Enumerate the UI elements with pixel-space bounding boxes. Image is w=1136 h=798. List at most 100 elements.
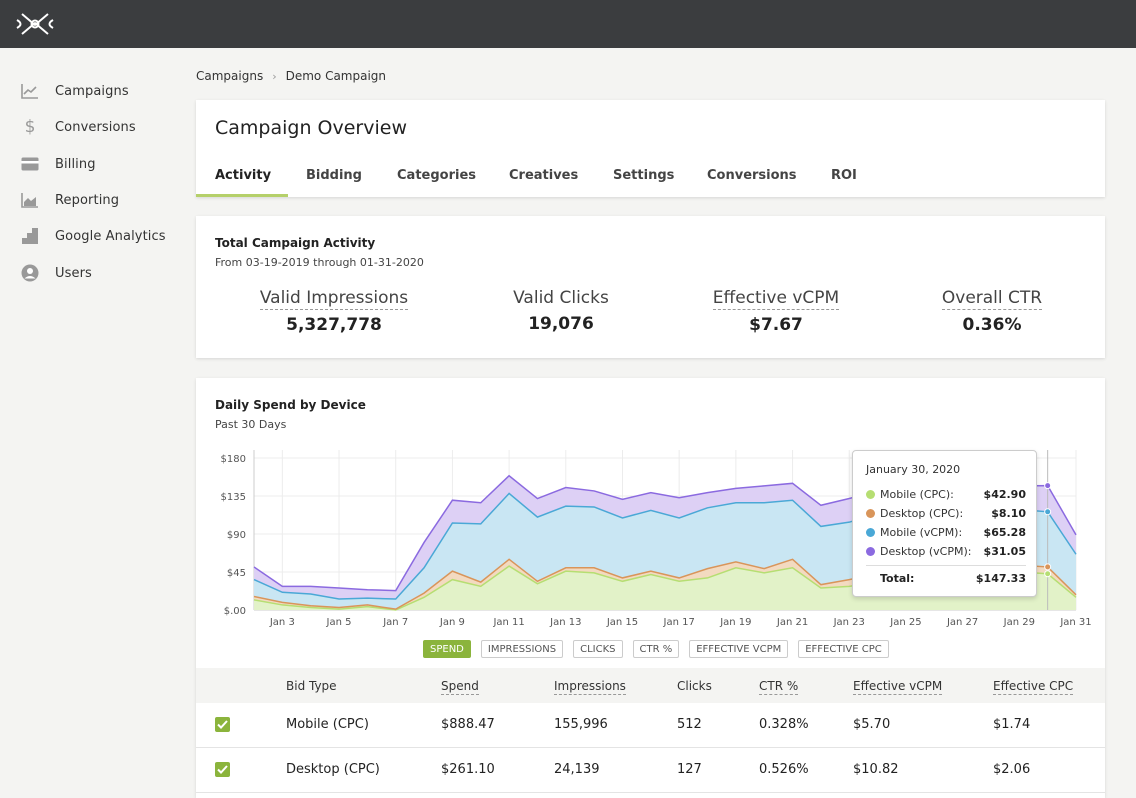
stat-value: 0.36% xyxy=(962,315,1022,335)
tooltip-divider xyxy=(866,565,1026,566)
breadcrumb-current: Demo Campaign xyxy=(285,69,387,83)
toggle-effective-vcpm[interactable]: EFFECTIVE VCPM xyxy=(689,640,789,658)
sidebar-item-label: Google Analytics xyxy=(55,228,166,244)
line-chart-icon xyxy=(20,82,40,100)
check-icon xyxy=(217,720,228,729)
column-header-impressions[interactable]: Impressions xyxy=(554,679,626,695)
tooltip-series-value: $42.90 xyxy=(983,488,1026,501)
cell-clicks: 127 xyxy=(677,762,702,777)
x-tick-label: Jan 31 xyxy=(1059,617,1091,628)
tooltip-date: January 30, 2020 xyxy=(866,463,961,476)
tab-categories[interactable]: Categories xyxy=(397,168,477,183)
spend-subtitle: Past 30 Days xyxy=(215,418,287,431)
cell-ctr: 0.328% xyxy=(759,717,809,732)
tooltip-total-value: $147.33 xyxy=(975,572,1026,585)
x-tick-label: Jan 19 xyxy=(719,617,751,628)
cell-effective-cpc: $1.74 xyxy=(993,717,1031,732)
credit-card-icon xyxy=(20,155,40,173)
breadcrumb: Campaigns › Demo Campaign xyxy=(196,69,386,83)
sidebar-item-label: Conversions xyxy=(55,119,136,135)
sidebar: Campaigns $ Conversions Billing Reportin… xyxy=(0,48,190,798)
tooltip-series-name: Desktop (vCPM): xyxy=(880,545,972,558)
cell-effective-cpc: $2.06 xyxy=(993,762,1031,777)
cell-spend: $261.10 xyxy=(441,762,495,777)
tooltip-row-mobile-vcpm: Mobile (vCPM): $65.28 xyxy=(866,525,1026,540)
x-tick-label: Jan 21 xyxy=(776,617,808,628)
cell-impressions: 155,996 xyxy=(554,717,608,732)
cell-ctr: 0.526% xyxy=(759,762,809,777)
dollar-icon: $ xyxy=(24,117,36,137)
tab-bar: Activity Bidding Categories Creatives Se… xyxy=(196,163,1105,197)
tab-activity[interactable]: Activity xyxy=(215,168,272,183)
toggle-spend[interactable]: SPEND xyxy=(423,640,471,658)
x-tick-label: Jan 7 xyxy=(382,617,408,628)
chart-x-ticks: Jan 3 Jan 5 Jan 7 Jan 9 Jan 11 Jan 13 Jan 15 Ja… xyxy=(269,617,1092,628)
stat-effective-vcpm: Effective vCPM $7.67 xyxy=(676,288,876,335)
stat-value: 19,076 xyxy=(528,314,594,334)
check-icon xyxy=(217,765,228,774)
x-tick-label: Jan 11 xyxy=(492,617,524,628)
toggle-effective-cpc[interactable]: EFFECTIVE CPC xyxy=(798,640,889,658)
sidebar-item-conversions[interactable]: $ Conversions xyxy=(20,116,136,138)
x-tick-label: Jan 13 xyxy=(549,617,581,628)
daily-spend-card: Daily Spend by Device Past 30 Days $.00 $… xyxy=(196,378,1105,798)
top-bar xyxy=(0,0,1136,48)
table-header: Bid Type Spend Impressions Clicks CTR % … xyxy=(196,668,1105,703)
x-tick-label: Jan 23 xyxy=(833,617,865,628)
tab-conversions[interactable]: Conversions xyxy=(707,168,797,183)
cell-clicks: 512 xyxy=(677,717,702,732)
sidebar-item-label: Billing xyxy=(55,156,96,172)
tab-creatives[interactable]: Creatives xyxy=(509,168,579,183)
breadcrumb-separator: › xyxy=(272,69,277,83)
toggle-ctr[interactable]: CTR % xyxy=(632,640,680,658)
area-chart-icon xyxy=(20,191,40,209)
column-header-effective-vcpm[interactable]: Effective vCPM xyxy=(853,679,943,695)
cell-effective-vcpm: $5.70 xyxy=(853,717,891,732)
cell-bid-type: Mobile (CPC) xyxy=(286,717,369,732)
cell-bid-type: Desktop (CPC) xyxy=(286,762,380,777)
tooltip-row-desktop-vcpm: Desktop (vCPM): $31.05 xyxy=(866,544,1026,559)
column-header-effective-cpc[interactable]: Effective CPC xyxy=(993,679,1074,695)
tab-bidding[interactable]: Bidding xyxy=(306,168,362,183)
hover-point xyxy=(1044,508,1052,516)
breadcrumb-campaigns-link[interactable]: Campaigns xyxy=(196,69,264,83)
x-tick-label: Jan 9 xyxy=(439,617,465,628)
tab-roi[interactable]: ROI xyxy=(831,168,857,183)
metric-toggle-group: SPEND IMPRESSIONS CLICKS CTR % EFFECTIVE… xyxy=(423,640,899,658)
tooltip-row-desktop-cpc: Desktop (CPC): $8.10 xyxy=(866,506,1026,521)
column-header-spend[interactable]: Spend xyxy=(441,679,479,695)
sidebar-item-reporting[interactable]: Reporting xyxy=(20,189,119,211)
sidebar-item-label: Campaigns xyxy=(55,83,129,99)
row-checkbox[interactable] xyxy=(215,717,230,732)
toggle-clicks[interactable]: CLICKS xyxy=(573,640,623,658)
tooltip-series-value: $31.05 xyxy=(983,545,1026,558)
stat-label[interactable]: Effective vCPM xyxy=(712,288,840,310)
sidebar-item-google-analytics[interactable]: Google Analytics xyxy=(20,225,166,247)
campaign-activity-card: Total Campaign Activity From 03-19-2019 … xyxy=(196,216,1105,358)
stat-value: 5,327,778 xyxy=(286,315,382,335)
sidebar-item-users[interactable]: Users xyxy=(20,262,92,284)
x-tick-label: Jan 15 xyxy=(606,617,638,628)
hover-point xyxy=(1044,563,1052,571)
toggle-impressions[interactable]: IMPRESSIONS xyxy=(480,640,564,658)
x-tick-label: Jan 27 xyxy=(946,617,978,628)
activity-date-range: From 03-19-2019 through 01-31-2020 xyxy=(215,256,424,269)
sidebar-item-campaigns[interactable]: Campaigns xyxy=(20,80,129,102)
bar-steps-icon xyxy=(20,227,40,245)
cell-impressions: 24,139 xyxy=(554,762,600,777)
sidebar-item-billing[interactable]: Billing xyxy=(20,153,96,175)
x-tick-label: Jan 25 xyxy=(889,617,921,628)
column-header-clicks: Clicks xyxy=(677,679,712,693)
tab-settings[interactable]: Settings xyxy=(613,168,675,183)
tooltip-series-name: Desktop (CPC): xyxy=(880,507,964,520)
legend-dot-icon xyxy=(866,490,875,499)
tooltip-series-value: $65.28 xyxy=(983,526,1026,539)
stat-valid-clicks: Valid Clicks 19,076 xyxy=(461,288,661,334)
chart-hover-markers xyxy=(1044,450,1052,610)
stat-label[interactable]: Overall CTR xyxy=(941,288,1043,310)
column-header-ctr[interactable]: CTR % xyxy=(759,679,799,695)
hover-point xyxy=(1044,570,1052,578)
stat-label[interactable]: Valid Impressions xyxy=(259,288,409,310)
row-checkbox[interactable] xyxy=(215,762,230,777)
logo-icon[interactable] xyxy=(14,8,56,40)
